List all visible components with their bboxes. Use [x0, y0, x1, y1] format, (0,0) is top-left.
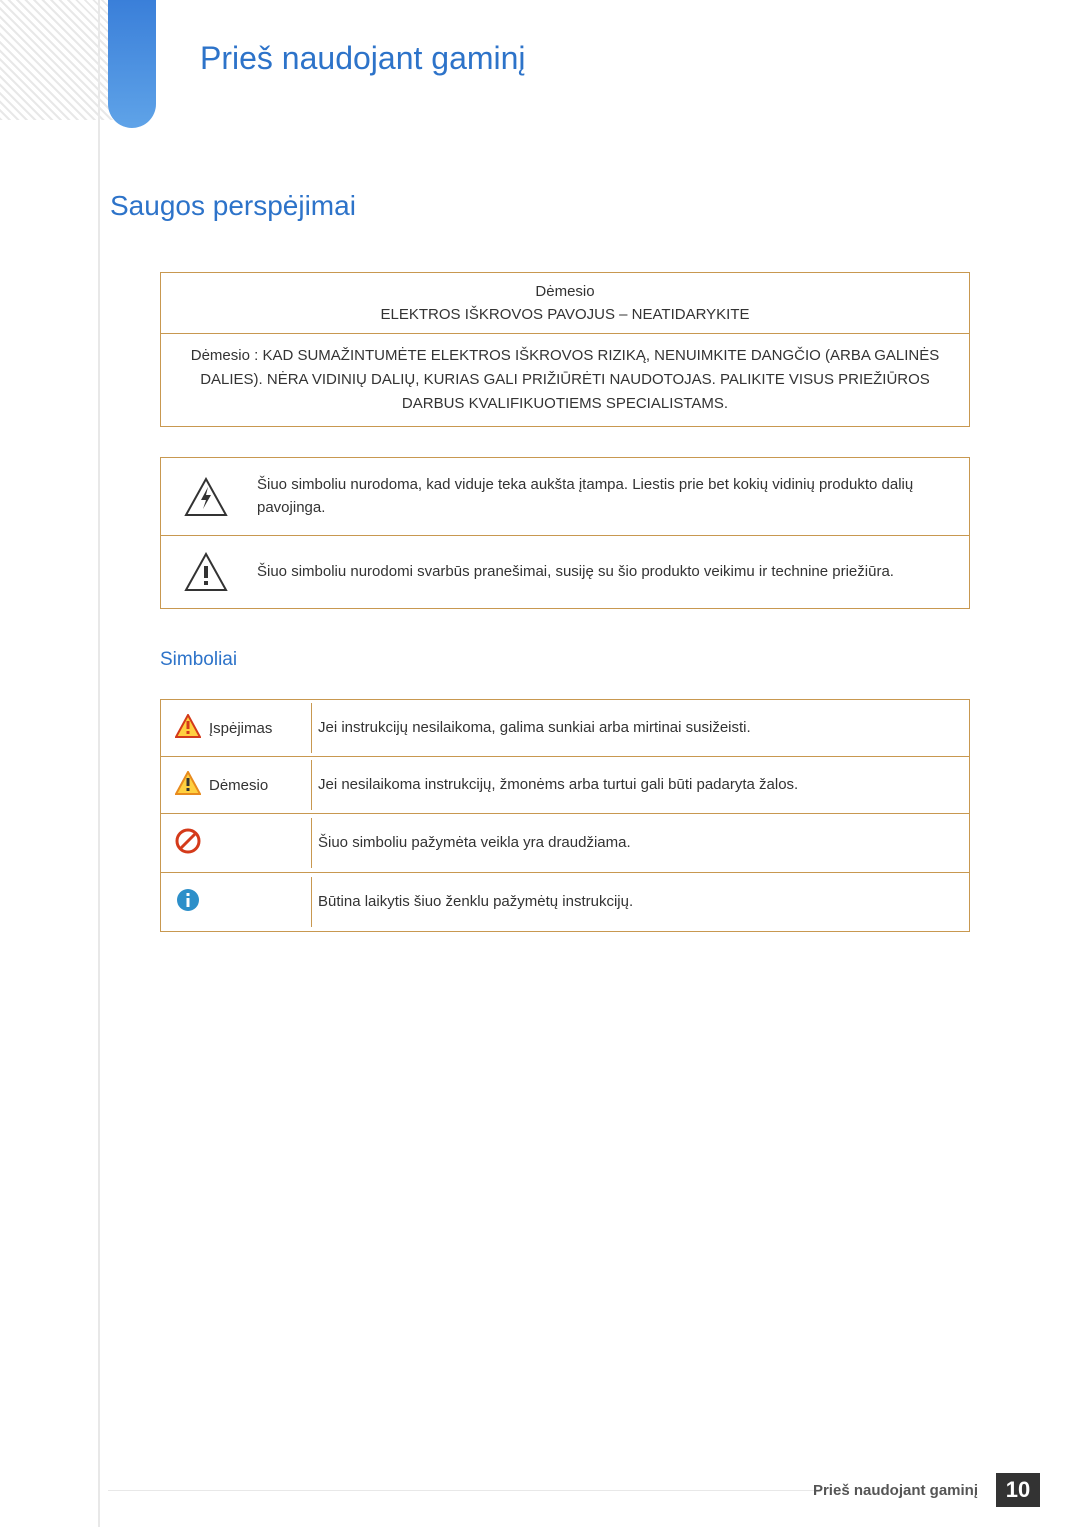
- header-stripes: [0, 0, 120, 120]
- caution-label: Dėmesio: [177, 283, 953, 300]
- subsection-title: Simboliai: [160, 649, 1020, 671]
- info-blue-icon: [175, 887, 201, 917]
- table-row: Šiuo simboliu pažymėta veikla yra draudž…: [161, 813, 969, 872]
- table-row: Įspėjimas Jei instrukcijų nesilaikoma, g…: [161, 700, 969, 756]
- symbol-description: Šiuo simboliu pažymėta veikla yra draudž…: [311, 818, 969, 869]
- caution-headline: ELEKTROS IŠKROVOS PAVOJUS – NEATIDARYKIT…: [177, 306, 953, 323]
- symbol-description: Jei nesilaikoma instrukcijų, žmonėms arb…: [311, 760, 969, 811]
- table-row: Būtina laikytis šiuo ženklu pažymėtų ins…: [161, 872, 969, 931]
- warning-red-icon: [175, 714, 201, 742]
- footer-chapter-title: Prieš naudojant gaminį: [813, 1482, 978, 1499]
- notice-text: Šiuo simboliu nurodomi svarbūs pranešima…: [251, 545, 969, 600]
- left-margin-line: [98, 0, 100, 1527]
- table-row: Šiuo simboliu nurodoma, kad viduje teka …: [161, 458, 969, 535]
- table-row: Šiuo simboliu nurodomi svarbūs pranešima…: [161, 535, 969, 608]
- header-blue-tab: [108, 0, 156, 128]
- symbol-label: Įspėjimas: [209, 720, 272, 737]
- symbol-label: Dėmesio: [209, 777, 268, 794]
- caution-body: Dėmesio : KAD SUMAŽINTUMĖTE ELEKTROS IŠK…: [161, 334, 969, 426]
- footer: Prieš naudojant gaminį 10: [813, 1473, 1040, 1507]
- hazard-text: Šiuo simboliu nurodoma, kad viduje teka …: [251, 458, 969, 535]
- symbol-description: Jei instrukcijų nesilaikoma, galima sunk…: [311, 703, 969, 754]
- chapter-title: Prieš naudojant gaminį: [200, 40, 526, 77]
- symbol-description: Būtina laikytis šiuo ženklu pažymėtų ins…: [311, 877, 969, 928]
- caution-box: Dėmesio ELEKTROS IŠKROVOS PAVOJUS – NEAT…: [160, 272, 970, 427]
- table-row: Dėmesio Jei nesilaikoma instrukcijų, žmo…: [161, 756, 969, 813]
- exclaim-triangle-icon: [161, 536, 251, 608]
- page-content: Saugos perspėjimai Dėmesio ELEKTROS IŠKR…: [110, 190, 1020, 932]
- symbols-definition-table: Įspėjimas Jei instrukcijų nesilaikoma, g…: [160, 699, 970, 932]
- section-title: Saugos perspėjimai: [110, 190, 1020, 222]
- prohibit-icon: [175, 828, 201, 858]
- caution-orange-icon: [175, 771, 201, 799]
- page-number: 10: [996, 1473, 1040, 1507]
- bolt-triangle-icon: [161, 461, 251, 533]
- hazard-symbol-table: Šiuo simboliu nurodoma, kad viduje teka …: [160, 457, 970, 609]
- footer-rule: [108, 1490, 820, 1491]
